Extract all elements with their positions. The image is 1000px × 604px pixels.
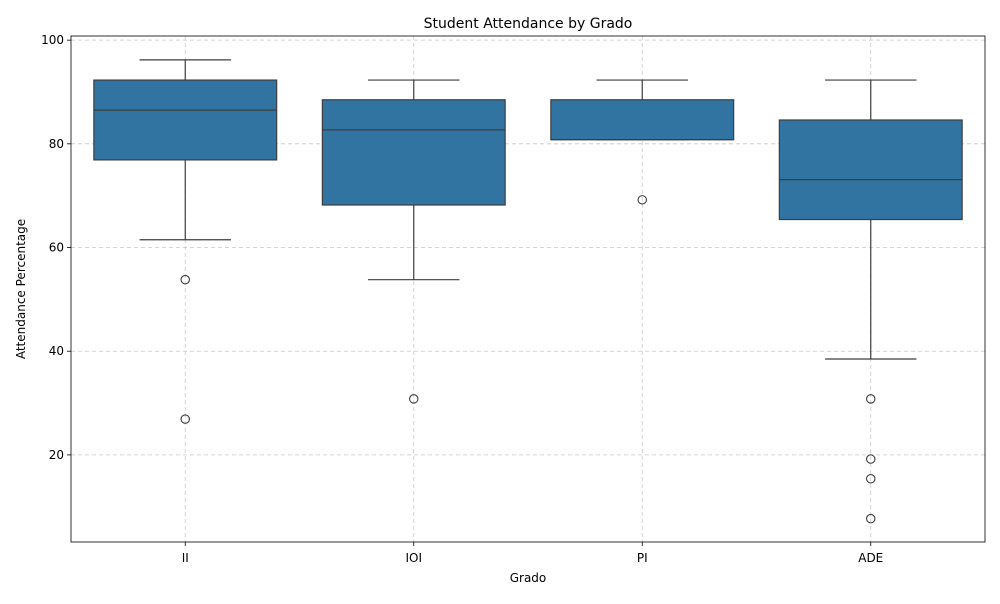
y-tick-label: 20 (49, 448, 64, 462)
x-tick-label: PI (637, 551, 648, 565)
box-group-pi (550, 79, 735, 205)
y-tick-label: 40 (49, 344, 64, 358)
outlier-point (865, 473, 876, 484)
x-tick-label: ADE (858, 551, 883, 565)
iqr-box (778, 119, 963, 221)
plot-frame (70, 35, 986, 543)
x-axis-title: Grado (510, 571, 547, 585)
box-group-ade (778, 79, 963, 524)
outlier-point (865, 454, 876, 464)
outlier-point (408, 394, 419, 404)
y-axis-title: Attendance Percentage (14, 219, 28, 359)
axis-ticks: 20 40 60 80 100 II IOI PI ADE (41, 33, 883, 565)
iqr-box (550, 99, 735, 141)
outlier-point (180, 274, 191, 285)
outlier-point (865, 394, 876, 404)
outlier-point (865, 513, 876, 524)
box-series (93, 59, 963, 524)
x-tick-label: IOI (405, 551, 422, 565)
y-tick-label: 60 (49, 241, 64, 255)
box-group-ioi (321, 79, 506, 404)
outlier-point (637, 195, 647, 205)
chart-title: Student Attendance by Grado (424, 16, 633, 32)
box-group-ii (93, 59, 278, 424)
y-tick-label: 80 (49, 137, 64, 151)
iqr-box (321, 99, 506, 206)
iqr-box (93, 79, 278, 161)
x-tick-label: II (182, 551, 189, 565)
outlier-point (180, 414, 191, 424)
y-tick-label: 100 (41, 33, 64, 47)
